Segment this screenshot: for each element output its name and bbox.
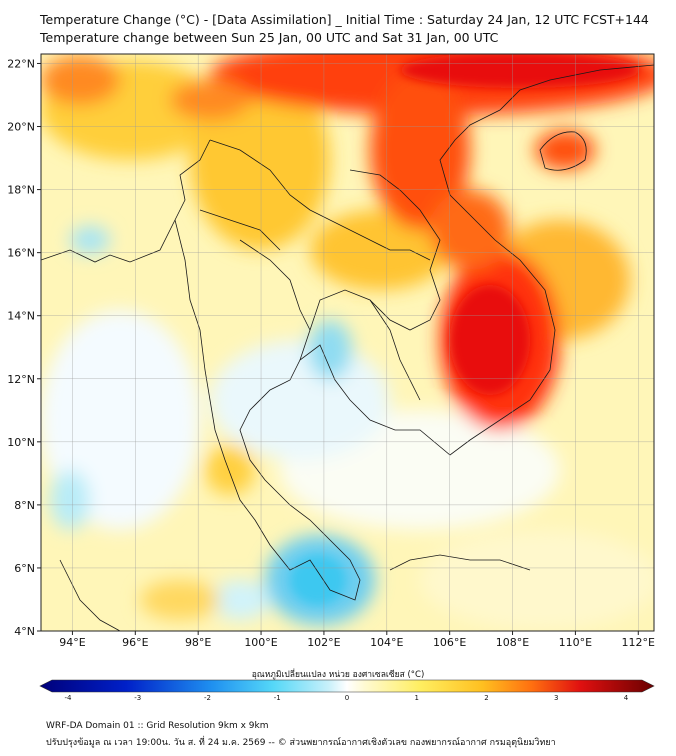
colorbar: -4 -3 -2 -1 0 1 2 3 4 <box>39 679 655 702</box>
lon-tick-label: 110°E <box>559 636 592 649</box>
lat-tick-label: 18°N <box>7 184 35 197</box>
lat-tick-label: 4°N <box>14 625 35 638</box>
lat-lon-grid <box>41 54 654 631</box>
lon-tick-label: 106°E <box>433 636 466 649</box>
colorbar-tick-label: 3 <box>554 694 558 702</box>
map-title-line1: Temperature Change (°C) - [Data Assimila… <box>40 12 649 27</box>
axis-ticks: 22°N 20°N 18°N 16°N 14°N 12°N 10°N 8°N 6°N 4°N 94°… <box>7 57 655 649</box>
lon-tick-label: 96°E <box>122 636 148 649</box>
colorbar-tick-label: 2 <box>484 694 488 702</box>
lon-tick-label: 112°E <box>622 636 655 649</box>
lat-tick-label: 12°N <box>7 373 35 386</box>
lat-tick-label: 14°N <box>7 310 35 323</box>
colorbar-bar <box>39 679 655 693</box>
lat-tick-label: 10°N <box>7 436 35 449</box>
colorbar-tick-label: 4 <box>624 694 629 702</box>
lat-tick-label: 6°N <box>14 562 35 575</box>
map-title-line2: Temperature change between Sun 25 Jan, 0… <box>40 30 499 45</box>
lat-tick-label: 22°N <box>7 57 35 70</box>
lon-tick-label: 108°E <box>496 636 529 649</box>
temperature-field <box>41 54 654 631</box>
lon-tick-label: 94°E <box>59 636 85 649</box>
footer-model-info: WRF-DA Domain 01 :: Grid Resolution 9km … <box>46 721 269 731</box>
colorbar-tick-label: -1 <box>274 694 281 702</box>
footer-update-info: ปรับปรุงข้อมูล ณ เวลา 19:00น. วัน ส. ที่… <box>46 738 556 748</box>
colorbar-tick-label: 1 <box>415 694 419 702</box>
lon-tick-label: 104°E <box>370 636 403 649</box>
lat-tick-label: 16°N <box>7 247 35 260</box>
lat-tick-label: 8°N <box>14 499 35 512</box>
lon-tick-label: 102°E <box>307 636 340 649</box>
lon-tick-label: 98°E <box>185 636 211 649</box>
colorbar-title: อุณหภูมิเปลี่ยนแปลง หน่วย องศาเซลเซียส (… <box>251 670 425 680</box>
colorbar-tick-label: -3 <box>134 694 141 702</box>
lat-tick-label: 20°N <box>7 121 35 134</box>
colorbar-tick-label: 0 <box>345 694 349 702</box>
colorbar-tick-label: -2 <box>204 694 211 702</box>
plot-frame <box>40 53 655 632</box>
lon-tick-label: 100°E <box>244 636 277 649</box>
colorbar-ticks: -4 -3 -2 -1 0 1 2 3 4 <box>65 694 629 702</box>
colorbar-tick-label: -4 <box>65 694 73 702</box>
